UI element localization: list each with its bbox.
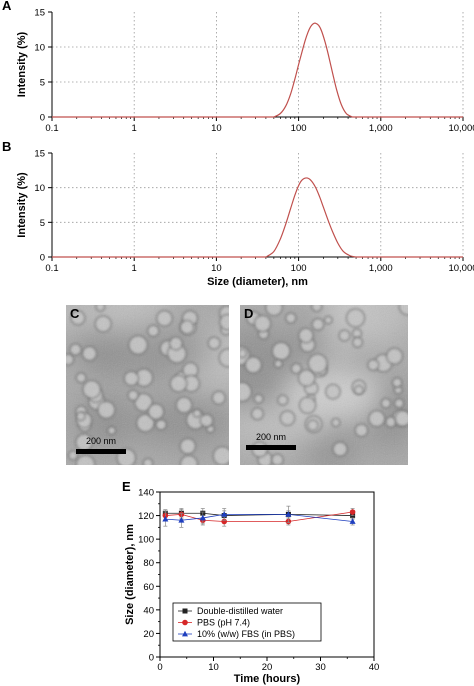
legend-label: PBS (pH 7.4) xyxy=(197,618,250,628)
y-tick-label: 40 xyxy=(143,605,154,616)
series-line xyxy=(165,513,353,522)
y-tick-label: 15 xyxy=(34,8,45,19)
x-tick-label: 0.1 xyxy=(45,123,58,134)
x-tick-label: 10,000 xyxy=(448,263,474,274)
x-tick-label: 0 xyxy=(157,662,162,673)
x-axis-title: Size (diameter), nm xyxy=(207,276,308,288)
series-line xyxy=(165,512,353,516)
data-point xyxy=(162,515,169,522)
panel-a-label: A xyxy=(2,0,12,13)
x-tick-label: 0.1 xyxy=(45,263,58,274)
panel-a-axes: 0.1 1 10 100 1,000 10,000 0 5 10 15 Intensity (%) xyxy=(16,8,474,135)
x-tick-label: 10 xyxy=(208,662,219,673)
y-tick-label: 0 xyxy=(40,253,45,264)
tem-content xyxy=(240,305,408,465)
scale-bar-d xyxy=(246,445,296,450)
x-tick-label: 1 xyxy=(132,123,137,134)
series-circle xyxy=(162,508,356,527)
x-tick-label: 40 xyxy=(369,662,380,673)
y-tick-label: 5 xyxy=(40,78,45,89)
y-tick-label: 20 xyxy=(143,629,154,640)
x-tick-label: 100 xyxy=(291,263,307,274)
scale-bar-c xyxy=(76,449,126,454)
data-point xyxy=(349,518,356,524)
panel-a: A 0.1 1 10 100 1,000 10,000 0 5 10 15 Intensity (%… xyxy=(2,0,474,134)
y-tick-label: 10 xyxy=(34,43,45,54)
distribution-curve xyxy=(52,22,463,118)
y-tick-label: 60 xyxy=(143,582,154,593)
panel-b: B 0.1 1 10 100 1,000 10,000 0 5 10 15 Intensity (%… xyxy=(2,139,474,288)
y-tick-label: 5 xyxy=(40,218,45,229)
panel-e-axes: 0 10 20 30 40 0 20 40 60 80 100 120 140 Size (diamete… xyxy=(124,488,379,686)
panel-b-axes: 0.1 1 10 100 1,000 10,000 0 5 10 15 Intensity (%) S… xyxy=(16,149,474,289)
x-tick-label: 1,000 xyxy=(369,123,393,134)
y-axis-title: Size (diameter), nm xyxy=(124,524,136,625)
legend-box xyxy=(172,602,322,642)
y-axis-title: Intensity (%) xyxy=(16,31,28,97)
panel-d: D 200 nm xyxy=(240,305,408,465)
y-axis-title: Intensity (%) xyxy=(16,172,28,238)
panel-c: C 200 nm xyxy=(66,305,229,465)
y-tick-label: 80 xyxy=(143,558,154,569)
x-tick-label: 10 xyxy=(211,263,222,274)
legend-marker xyxy=(182,630,188,637)
data-point xyxy=(349,509,356,515)
series-triangle xyxy=(162,505,356,528)
x-tick-label: 30 xyxy=(315,662,326,673)
scale-bar-d-label: 200 nm xyxy=(256,432,286,442)
y-tick-label: 15 xyxy=(34,149,45,160)
x-tick-label: 1 xyxy=(132,263,137,274)
data-point xyxy=(285,511,292,517)
legend-marker xyxy=(182,608,188,614)
tem-grain xyxy=(66,305,229,465)
legend-label: 10% (w/w) FBS (in PBS) xyxy=(197,629,295,639)
legend: Double-distilled water PBS (pH 7.4)10% (w… xyxy=(172,602,322,642)
y-tick-label: 10 xyxy=(34,183,45,194)
data-point xyxy=(199,514,206,521)
tem-content xyxy=(66,305,229,465)
panel-e-label: E xyxy=(122,479,131,494)
data-point xyxy=(178,517,185,523)
y-tick-label: 0 xyxy=(149,653,154,664)
y-tick-label: 100 xyxy=(138,535,154,546)
panel-c-label: C xyxy=(70,306,80,321)
panel-b-label: B xyxy=(2,139,11,154)
x-tick-label: 10 xyxy=(211,123,222,134)
panel-d-label: D xyxy=(244,306,253,321)
tem-image-c xyxy=(66,305,229,465)
legend-label: Double-distilled water xyxy=(197,606,283,616)
x-tick-label: 100 xyxy=(291,123,307,134)
x-tick-label: 10,000 xyxy=(448,123,474,134)
tem-image-d xyxy=(240,305,408,465)
x-tick-label: 1,000 xyxy=(369,263,393,274)
y-tick-label: 0 xyxy=(40,113,45,124)
distribution-curve xyxy=(52,177,463,258)
data-point xyxy=(221,511,228,517)
legend-marker xyxy=(182,619,188,626)
scale-bar-c-label: 200 nm xyxy=(86,436,116,446)
x-axis-title: Time (hours) xyxy=(234,673,301,685)
tem-grain xyxy=(240,305,408,465)
x-tick-label: 20 xyxy=(262,662,273,673)
panel-e: E 0 10 20 30 40 0 20 40 60 80 100 120 140 Size (diame… xyxy=(122,479,379,685)
y-tick-label: 120 xyxy=(138,511,154,522)
y-tick-label: 140 xyxy=(138,488,154,499)
